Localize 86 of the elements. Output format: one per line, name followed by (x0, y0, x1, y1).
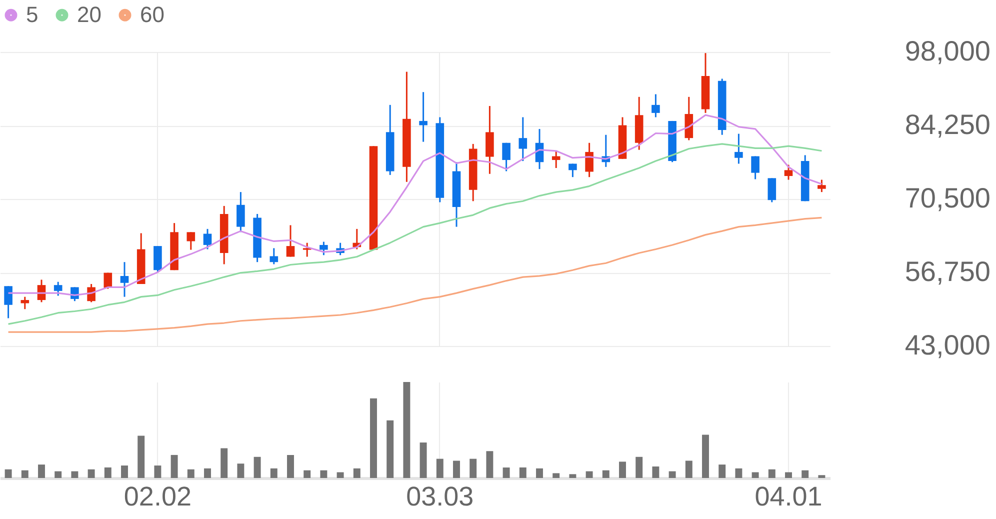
bar (287, 454, 294, 478)
bar (668, 471, 676, 478)
bar (403, 382, 410, 478)
bar (154, 466, 162, 478)
bar (619, 462, 626, 478)
bar (486, 451, 494, 478)
bar (304, 470, 311, 478)
candlestick (320, 241, 328, 256)
bar (88, 469, 95, 478)
bar (4, 469, 12, 478)
candlestick (818, 179, 826, 193)
candlestick (568, 162, 577, 178)
candlestick (419, 91, 428, 143)
line-series (8, 216, 822, 333)
bar (735, 468, 742, 478)
bar (470, 458, 477, 478)
bar (652, 466, 660, 478)
candlestick (784, 164, 793, 181)
candlestick (502, 142, 510, 172)
bar (586, 471, 593, 478)
bar (336, 472, 344, 478)
legend-label: 5 (26, 2, 38, 28)
candlestick (286, 224, 295, 258)
candlestick (4, 285, 12, 319)
candlestick (20, 296, 30, 310)
legend-label: 60 (140, 2, 164, 28)
candlestick (120, 261, 129, 298)
bar (38, 464, 45, 478)
line-series (8, 143, 822, 325)
bar (204, 468, 211, 478)
bar (254, 456, 261, 478)
x-tick-label: 04.01 (754, 482, 822, 512)
bar (685, 460, 692, 478)
candlestick (270, 247, 278, 265)
bar (270, 468, 278, 478)
candlestick (186, 231, 196, 251)
y-tick-label: 98,000 (904, 36, 990, 66)
bar (386, 420, 394, 478)
bar (502, 467, 510, 478)
bar (718, 464, 726, 478)
candlestick (236, 191, 245, 233)
bar (320, 470, 328, 478)
y-tick-label: 43,000 (904, 330, 990, 360)
bar (818, 475, 826, 478)
bar (602, 470, 610, 478)
bar (138, 436, 145, 478)
bar (552, 473, 560, 478)
bar (170, 454, 178, 478)
bar (519, 467, 526, 478)
legend-label: 20 (77, 2, 102, 28)
bar (536, 468, 543, 478)
candlestick (518, 116, 528, 162)
candlestick (585, 142, 594, 178)
bar (54, 471, 62, 478)
candlestick (203, 228, 212, 250)
candlestick (734, 133, 743, 164)
candlestick (768, 177, 776, 203)
candlestick (751, 155, 760, 180)
bar (453, 460, 460, 478)
bar (785, 472, 792, 478)
candlestick (652, 93, 660, 118)
y-tick-label: 84,250 (904, 109, 990, 140)
bar (569, 474, 576, 478)
bar (71, 471, 78, 478)
x-tick-label: 03.03 (406, 482, 474, 512)
y-tick-label: 70,500 (904, 182, 990, 214)
bar (370, 398, 377, 478)
bar (436, 458, 444, 478)
bar (237, 464, 244, 478)
bar (21, 470, 28, 478)
bar (420, 442, 427, 478)
bar (636, 456, 643, 478)
bar (121, 466, 128, 478)
bar (768, 469, 776, 478)
candlestick (552, 150, 560, 169)
bar (752, 472, 759, 478)
bar (802, 470, 809, 478)
candlestick (54, 281, 62, 297)
bar (353, 468, 360, 478)
bar (220, 448, 228, 478)
bar (187, 469, 194, 478)
bar (104, 467, 112, 478)
x-tick-label: 02.02 (124, 482, 192, 512)
bar (702, 434, 709, 478)
candlestick (302, 242, 312, 258)
y-tick-label: 56,750 (904, 256, 990, 287)
